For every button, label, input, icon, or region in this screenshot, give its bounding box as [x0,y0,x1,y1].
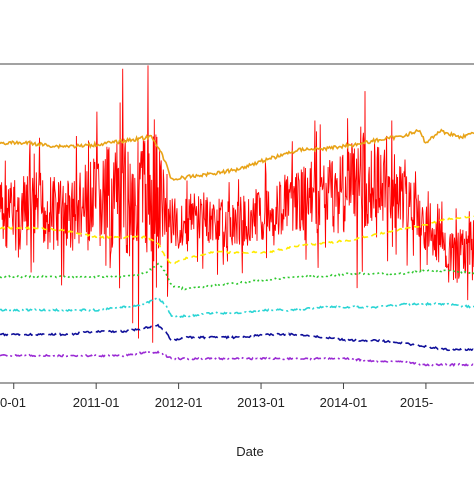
x-tick-label-1: 0-01 [0,395,26,410]
x-axis: 0-01 2011-01 2012-01 2013-01 2014-01 2015- [0,383,433,410]
series-line-7 [0,350,474,367]
x-tick-label-2: 2011-01 [73,395,120,410]
x-tick-label-6: 2015- [400,395,433,410]
series-line-3 [0,215,474,265]
series-line-4 [0,262,474,291]
x-tick-label-3: 2012-01 [155,395,203,410]
series-layer [0,65,474,367]
x-tick-label-5: 2014-01 [320,395,368,410]
plot-frame [0,63,474,384]
series-line-6 [0,323,474,352]
series-line-1 [0,65,474,343]
x-tick-label-4: 2013-01 [237,395,285,410]
series-line-2 [0,128,474,181]
x-axis-label: Date [236,444,263,459]
series-line-5 [0,297,474,318]
